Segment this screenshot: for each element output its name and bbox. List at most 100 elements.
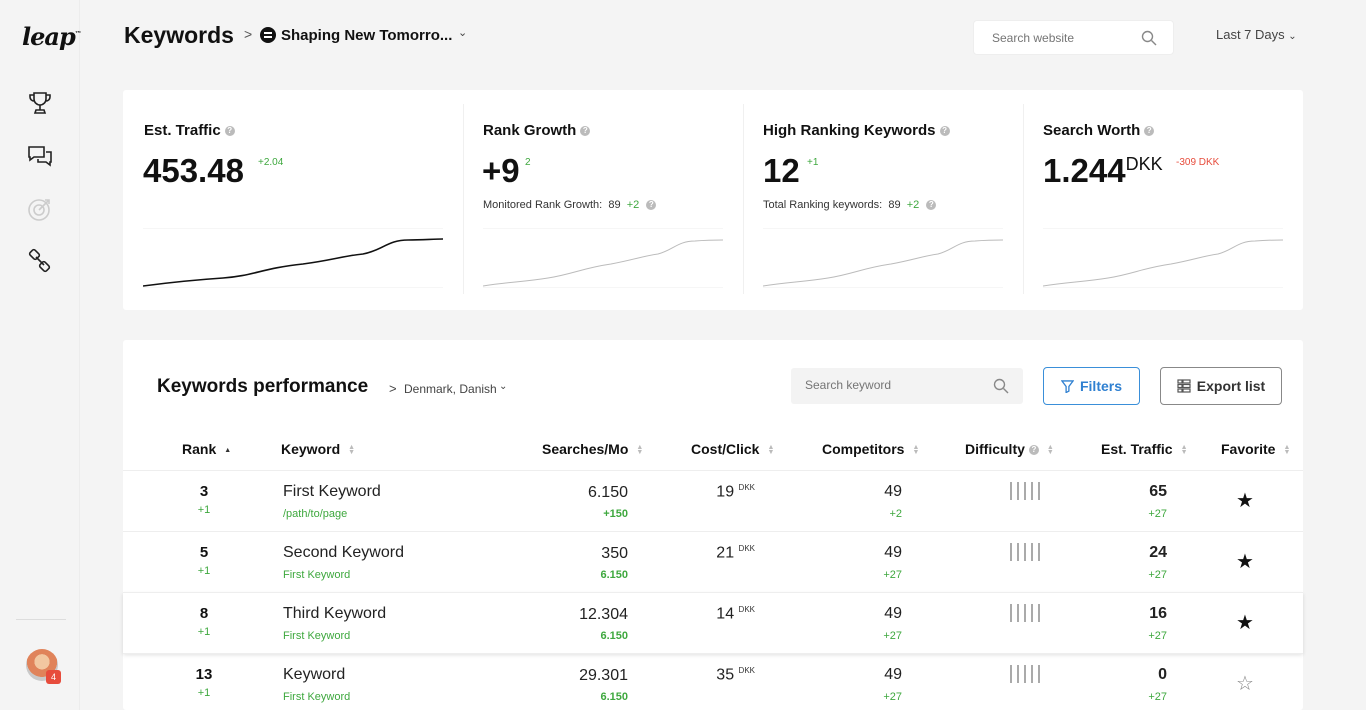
keyword-name[interactable]: Second Keyword xyxy=(283,544,404,561)
site-icon xyxy=(260,27,276,43)
search-keyword-input[interactable] xyxy=(805,378,945,392)
ranking-sparkline xyxy=(763,228,1003,288)
search-website-box xyxy=(973,20,1174,55)
cost-click-value: 21 DKK xyxy=(716,544,755,562)
sort-icon: ▲ xyxy=(224,446,232,454)
help-icon[interactable]: ? xyxy=(1144,126,1155,137)
sort-icon: ▲ ▼ xyxy=(912,444,920,457)
help-icon[interactable]: ? xyxy=(580,126,591,137)
stat-sub: Monitored Rank Growth: 89 +2 ? xyxy=(483,199,657,211)
date-range-selector[interactable]: Last 7 Days ⌄ xyxy=(1216,27,1297,42)
search-keyword-box xyxy=(791,368,1023,404)
column-searches[interactable]: Searches/Mo ▲ ▼ xyxy=(542,441,644,457)
keyword-parent[interactable]: First Keyword xyxy=(283,569,351,581)
help-icon[interactable]: ? xyxy=(646,200,657,211)
column-est-traffic[interactable]: Est. Traffic ▲ ▼ xyxy=(1101,441,1188,457)
target-icon[interactable] xyxy=(27,196,53,222)
stat-title: Search Worth? xyxy=(1043,122,1155,139)
page-title: Keywords xyxy=(124,22,234,48)
column-favorite[interactable]: Favorite ▲ ▼ xyxy=(1221,441,1291,457)
search-icon[interactable] xyxy=(1141,30,1157,46)
keyword-parent[interactable]: First Keyword xyxy=(283,691,351,703)
competitors-value: 49 xyxy=(884,544,902,561)
traffic-delta: +27 xyxy=(1148,508,1167,520)
search-website-input[interactable] xyxy=(992,31,1132,45)
chevron-down-icon[interactable]: ⌄ xyxy=(499,381,508,392)
column-cost-click[interactable]: Cost/Click ▲ ▼ xyxy=(691,441,775,457)
stat-title: High Ranking Keywords? xyxy=(763,122,950,139)
competitors-value: 49 xyxy=(884,666,902,683)
keyword-name[interactable]: First Keyword xyxy=(283,483,381,500)
sort-icon: ▲ ▼ xyxy=(348,444,356,457)
help-icon[interactable]: ? xyxy=(1028,445,1039,456)
keyword-parent[interactable]: First Keyword xyxy=(283,630,351,642)
rank-sparkline xyxy=(483,228,723,288)
locale-selector[interactable]: Denmark, Danish xyxy=(404,382,497,396)
searches-delta: 6.150 xyxy=(600,691,628,703)
table-row[interactable]: 13 +1 Keyword First Keyword 29.301 6.150… xyxy=(123,653,1303,710)
filter-icon xyxy=(1060,379,1074,393)
rank-delta: +1 xyxy=(197,504,211,516)
chevron-down-icon: ⌄ xyxy=(1288,31,1297,42)
traffic-value: 16 xyxy=(1149,605,1167,622)
breadcrumb-chevron-icon: > xyxy=(389,381,397,396)
trophy-icon[interactable] xyxy=(27,90,53,116)
help-icon[interactable]: ? xyxy=(224,126,235,137)
divider xyxy=(743,104,744,294)
chat-icon[interactable] xyxy=(27,144,53,170)
traffic-value: 24 xyxy=(1149,544,1167,561)
chevron-down-icon[interactable]: ⌄ xyxy=(458,27,468,39)
grid-icon xyxy=(1177,379,1191,393)
site-selector[interactable]: Shaping New Tomorro... xyxy=(281,27,453,44)
rank-value: 3 xyxy=(199,483,209,500)
keyword-path[interactable]: /path/to/page xyxy=(283,508,348,520)
sort-icon: ▲ ▼ xyxy=(636,444,644,457)
rank-value: 8 xyxy=(199,605,209,622)
notification-badge: 4 xyxy=(46,670,61,684)
column-rank[interactable]: Rank ▲ xyxy=(182,441,232,457)
keyword-name[interactable]: Third Keyword xyxy=(283,605,387,622)
worth-sparkline xyxy=(1043,228,1283,288)
difficulty-bars xyxy=(1010,482,1040,500)
breadcrumb-chevron-icon: > xyxy=(244,26,253,42)
stat-value: 453.48 xyxy=(143,152,244,189)
help-icon[interactable]: ? xyxy=(939,126,950,137)
filters-button[interactable]: Filters xyxy=(1043,367,1140,405)
export-list-button[interactable]: Export list xyxy=(1160,367,1282,405)
cost-click-value: 35 DKK xyxy=(716,666,755,684)
keyword-name[interactable]: Keyword xyxy=(283,666,346,683)
stat-delta: -309 DKK xyxy=(1176,157,1220,168)
column-difficulty[interactable]: Difficulty? ▲ ▼ xyxy=(965,441,1054,457)
table-row[interactable]: 8 +1 Third Keyword First Keyword 12.304 … xyxy=(123,592,1303,653)
competitors-delta: +27 xyxy=(883,691,902,703)
sort-icon: ▲ ▼ xyxy=(1180,444,1188,457)
link-icon[interactable] xyxy=(27,248,53,274)
column-competitors[interactable]: Competitors ▲ ▼ xyxy=(822,441,920,457)
favorite-star-icon[interactable]: ★ xyxy=(1236,612,1254,634)
stats-card: Est. Traffic? 453.48 +2.04 Rank Growth? … xyxy=(123,90,1303,310)
stat-delta: +2.04 xyxy=(258,157,284,168)
favorite-star-outline-icon[interactable]: ☆ xyxy=(1236,673,1254,695)
divider xyxy=(1023,104,1024,294)
cost-click-value: 14 DKK xyxy=(716,605,755,623)
competitors-value: 49 xyxy=(884,605,902,622)
traffic-delta: +27 xyxy=(1148,630,1167,642)
competitors-delta: +27 xyxy=(883,569,902,581)
table-row[interactable]: 3 +1 First Keyword /path/to/page 6.150 +… xyxy=(123,470,1303,531)
search-icon[interactable] xyxy=(993,378,1009,394)
divider xyxy=(463,104,464,294)
logo[interactable]: leap™ xyxy=(22,22,82,51)
favorite-star-icon[interactable]: ★ xyxy=(1236,490,1254,512)
competitors-delta: +2 xyxy=(889,508,902,520)
favorite-star-icon[interactable]: ★ xyxy=(1236,551,1254,573)
column-keyword[interactable]: Keyword ▲ ▼ xyxy=(281,441,356,457)
rank-delta: +1 xyxy=(197,565,211,577)
help-icon[interactable]: ? xyxy=(926,200,937,211)
competitors-delta: +27 xyxy=(883,630,902,642)
stat-value: 12 xyxy=(763,152,800,189)
sidebar: leap™ 4 xyxy=(0,0,82,710)
difficulty-bars xyxy=(1010,543,1040,561)
sort-icon: ▲ ▼ xyxy=(1046,444,1054,457)
table-row[interactable]: 5 +1 Second Keyword First Keyword 350 6.… xyxy=(123,531,1303,592)
traffic-delta: +27 xyxy=(1148,569,1167,581)
